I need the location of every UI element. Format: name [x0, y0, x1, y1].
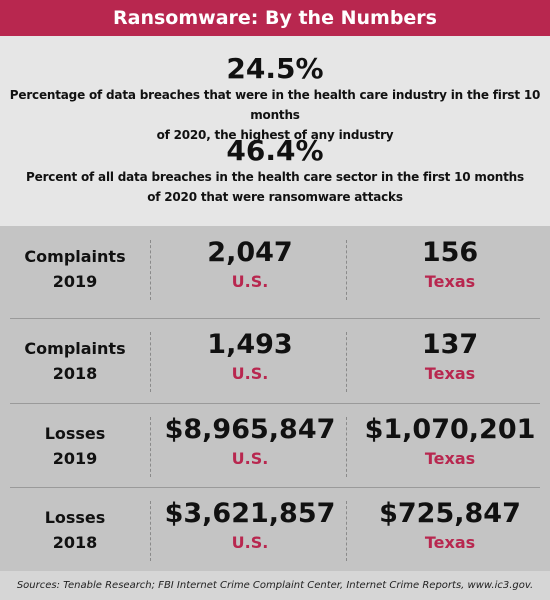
row-label-year: 2019 — [52, 272, 98, 291]
row-label-year: 2018 — [52, 364, 98, 383]
row-label-year: 2018 — [52, 533, 98, 552]
column-divider — [346, 332, 347, 392]
row-label: Complaints 2019 — [0, 226, 150, 310]
stat-description-line: of 2020 that were ransomware attacks — [147, 190, 403, 204]
texas-label: Texas — [424, 364, 476, 383]
us-cell: 2,047 U.S. — [150, 226, 350, 310]
texas-value: 137 — [421, 329, 479, 360]
table-row: Losses 2019 $8,965,847 U.S. $1,070,201 T… — [0, 403, 550, 487]
row-label: Losses 2019 — [0, 403, 150, 487]
column-divider — [150, 240, 151, 300]
infographic-title: Ransomware: By the Numbers — [0, 0, 550, 36]
row-label: Complaints 2018 — [0, 318, 150, 402]
stat-block-health-care-share: 24.5% Percentage of data breaches that w… — [0, 53, 550, 145]
row-label-metric: Complaints — [24, 247, 126, 266]
texas-value: 156 — [421, 237, 479, 268]
us-label: U.S. — [231, 364, 269, 383]
column-divider — [346, 501, 347, 561]
us-value: $8,965,847 — [164, 414, 336, 445]
table-row: Complaints 2018 1,493 U.S. 137 Texas — [0, 318, 550, 402]
us-cell: $8,965,847 U.S. — [150, 403, 350, 487]
stat-block-ransomware-share: 46.4% Percent of all data breaches in th… — [0, 135, 550, 207]
column-divider — [150, 501, 151, 561]
column-divider — [346, 240, 347, 300]
row-divider — [10, 403, 540, 404]
texas-label: Texas — [424, 533, 476, 552]
texas-value: $725,847 — [379, 498, 521, 529]
stat-description-line: Percentage of data breaches that were in… — [9, 88, 541, 122]
table-row: Complaints 2019 2,047 U.S. 156 Texas — [0, 226, 550, 310]
texas-cell: $1,070,201 Texas — [350, 403, 550, 487]
row-label: Losses 2018 — [0, 487, 150, 571]
us-label: U.S. — [231, 272, 269, 291]
key-stats-panel: 24.5% Percentage of data breaches that w… — [0, 36, 550, 226]
stat-value: 24.5% — [226, 52, 324, 85]
table-row: Losses 2018 $3,621,857 U.S. $725,847 Tex… — [0, 487, 550, 571]
row-label-metric: Losses — [44, 424, 106, 443]
us-value: 1,493 — [207, 329, 293, 360]
complaints-losses-table: Complaints 2019 2,047 U.S. 156 Texas Com… — [0, 226, 550, 571]
row-divider — [10, 487, 540, 488]
us-cell: $3,621,857 U.S. — [150, 487, 350, 571]
row-label-year: 2019 — [52, 449, 98, 468]
column-divider — [346, 417, 347, 477]
us-label: U.S. — [231, 533, 269, 552]
sources-footnote: Sources: Tenable Research; FBI Internet … — [0, 571, 550, 600]
texas-cell: 137 Texas — [350, 318, 550, 402]
column-divider — [150, 332, 151, 392]
us-label: U.S. — [231, 449, 269, 468]
row-divider — [10, 318, 540, 319]
texas-value: $1,070,201 — [364, 414, 536, 445]
texas-cell: 156 Texas — [350, 226, 550, 310]
texas-label: Texas — [424, 272, 476, 291]
row-label-metric: Losses — [44, 508, 106, 527]
us-cell: 1,493 U.S. — [150, 318, 350, 402]
texas-cell: $725,847 Texas — [350, 487, 550, 571]
us-value: $3,621,857 — [164, 498, 336, 529]
stat-description-line: Percent of all data breaches in the heal… — [26, 170, 524, 184]
us-value: 2,047 — [207, 237, 293, 268]
texas-label: Texas — [424, 449, 476, 468]
row-label-metric: Complaints — [24, 339, 126, 358]
stat-value: 46.4% — [226, 134, 324, 167]
stat-description-line: of 2020, the highest of any industry — [156, 128, 394, 142]
column-divider — [150, 417, 151, 477]
